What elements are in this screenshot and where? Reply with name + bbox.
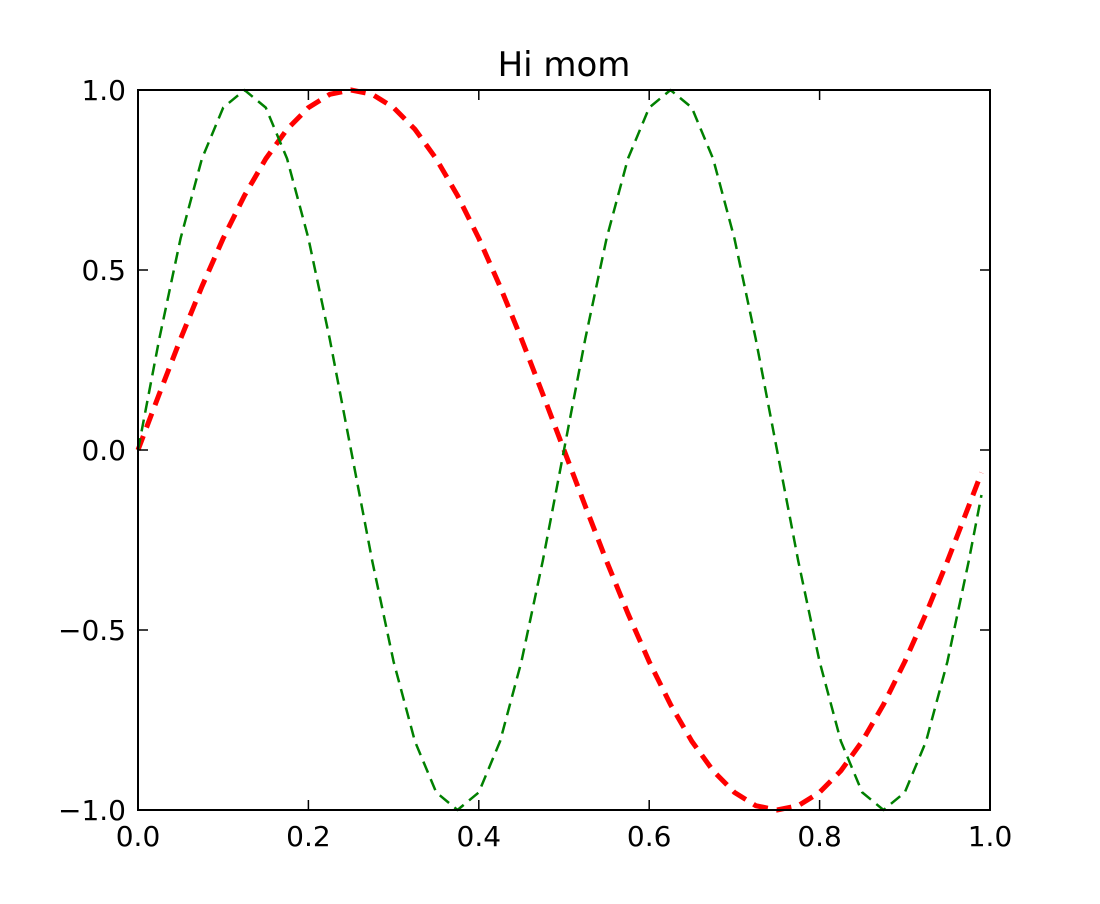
y-tick-label: −0.5 [58, 614, 126, 647]
x-tick-label: 0.0 [116, 820, 161, 853]
y-tick-label: −1.0 [58, 794, 126, 827]
y-tick-label: 0.5 [81, 254, 126, 287]
series-layer [135, 87, 984, 813]
x-tick-label: 1.0 [968, 820, 1013, 853]
y-tick-label: 1.0 [81, 74, 126, 107]
y-tick-label: 0.0 [81, 434, 126, 467]
series-line-2 [136, 88, 983, 812]
x-tick-label: 0.2 [286, 820, 331, 853]
x-tick-label: 0.6 [627, 820, 672, 853]
x-tick-label: 0.4 [457, 820, 502, 853]
x-tick-label: 0.8 [797, 820, 842, 853]
ticks-layer: 0.0 0.2 0.4 0.6 0.8 1.0 1.0 0.5 0.0 −0.5 −1.0 [58, 74, 1012, 853]
chart-title: Hi mom [498, 45, 631, 85]
